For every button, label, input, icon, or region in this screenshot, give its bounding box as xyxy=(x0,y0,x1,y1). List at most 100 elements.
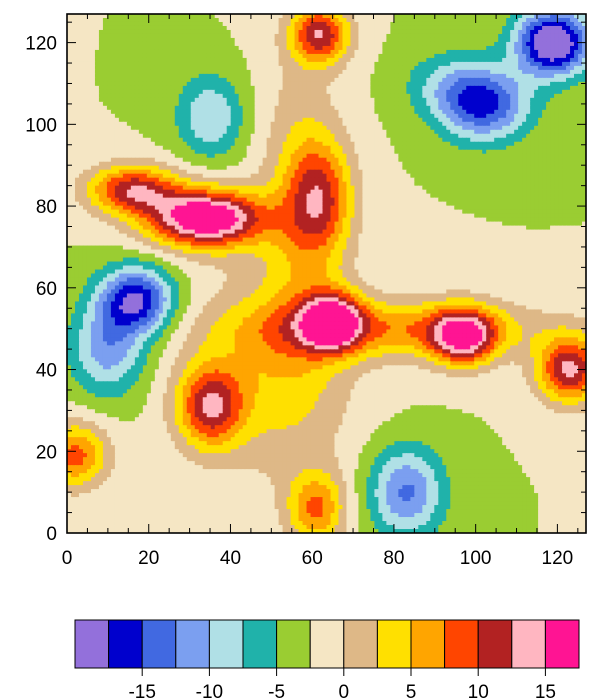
contour-cell xyxy=(206,109,212,115)
contour-cell xyxy=(198,109,204,115)
contour-cell xyxy=(134,117,140,123)
contour-cell xyxy=(398,129,403,135)
contour-cell xyxy=(510,117,515,123)
contour-cell xyxy=(134,93,140,99)
contour-cell xyxy=(250,69,256,75)
contour-cell xyxy=(438,65,443,71)
contour-cell xyxy=(518,14,523,19)
contour-cell xyxy=(506,85,511,91)
contour-cell xyxy=(130,57,136,63)
contour-cell xyxy=(206,117,212,123)
contour-cell xyxy=(530,113,535,119)
contour-cell xyxy=(210,25,216,31)
contour-cell xyxy=(310,57,316,63)
contour-cell xyxy=(418,141,423,147)
contour-cell xyxy=(522,57,527,63)
contour-cell xyxy=(578,117,583,123)
contour-cell xyxy=(462,33,467,39)
contour-cell xyxy=(238,97,244,103)
contour-cell xyxy=(498,129,503,135)
contour-cell xyxy=(270,33,276,39)
contour-cell xyxy=(574,77,579,83)
contour-cell xyxy=(498,153,503,159)
contour-cell xyxy=(542,157,547,163)
contour-cell xyxy=(306,101,312,107)
contour-cell xyxy=(282,81,288,87)
contour-cell xyxy=(422,53,427,59)
contour-cell xyxy=(298,53,304,59)
contour-cell xyxy=(490,161,495,167)
contour-cell xyxy=(158,65,164,71)
contour-cell xyxy=(550,41,555,47)
contour-cell xyxy=(302,93,308,99)
contour-cell xyxy=(94,61,100,67)
contour-cell xyxy=(370,113,376,119)
contour-cell xyxy=(362,49,368,55)
contour-cell xyxy=(150,33,156,39)
contour-cell xyxy=(578,157,583,163)
contour-cell xyxy=(318,133,324,139)
contour-cell xyxy=(422,97,427,103)
contour-cell xyxy=(458,37,463,43)
contour-cell xyxy=(74,125,80,131)
contour-cell xyxy=(322,77,328,83)
contour-cell xyxy=(162,97,168,103)
contour-cell xyxy=(234,101,240,107)
contour-cell xyxy=(102,73,108,79)
contour-cell xyxy=(478,129,483,135)
contour-cell xyxy=(474,137,479,143)
contour-cell xyxy=(126,61,132,67)
contour-cell xyxy=(206,41,212,47)
contour-cell xyxy=(494,57,499,63)
contour-cell xyxy=(310,145,316,151)
contour-cell xyxy=(182,14,188,19)
contour-cell xyxy=(486,61,491,67)
contour-cell xyxy=(306,113,312,119)
contour-cell xyxy=(242,161,248,167)
contour-cell xyxy=(354,61,360,67)
contour-cell xyxy=(338,73,344,79)
contour-cell xyxy=(286,45,292,51)
contour-cell xyxy=(362,145,368,151)
contour-cell xyxy=(138,145,144,151)
contour-cell xyxy=(142,137,148,143)
contour-cell xyxy=(410,121,415,127)
contour-cell xyxy=(238,129,244,135)
contour-cell xyxy=(570,14,575,19)
contour-cell xyxy=(182,109,188,115)
contour-cell xyxy=(250,161,256,167)
contour-cell xyxy=(250,137,256,143)
contour-cell xyxy=(406,117,411,123)
contour-cell xyxy=(526,21,531,27)
contour-cell xyxy=(314,157,320,163)
contour-cell xyxy=(502,153,507,159)
contour-cell xyxy=(530,53,535,59)
contour-cell xyxy=(422,29,427,35)
contour-cell xyxy=(278,93,284,99)
contour-cell xyxy=(218,113,224,119)
contour-cell xyxy=(542,25,547,31)
contour-cell xyxy=(490,137,495,143)
contour-cell xyxy=(366,109,372,115)
contour-cell xyxy=(130,125,136,131)
contour-cell xyxy=(178,77,184,83)
contour-cell xyxy=(378,69,383,75)
contour-cell xyxy=(414,97,419,103)
contour-cell xyxy=(374,157,379,163)
contour-cell xyxy=(458,141,463,147)
contour-cell xyxy=(318,89,324,95)
contour-cell xyxy=(446,69,451,75)
contour-cell xyxy=(326,153,332,159)
contour-cell xyxy=(278,145,284,151)
contour-cell xyxy=(178,49,184,55)
contour-cell xyxy=(102,117,108,123)
contour-cell xyxy=(354,65,360,71)
contour-cell xyxy=(254,77,260,83)
contour-cell xyxy=(518,41,523,47)
contour-cell xyxy=(506,89,511,95)
contour-cell xyxy=(114,81,120,87)
contour-cell xyxy=(266,133,272,139)
contour-cell xyxy=(314,161,320,167)
contour-cell xyxy=(302,85,308,91)
contour-cell xyxy=(250,157,256,163)
